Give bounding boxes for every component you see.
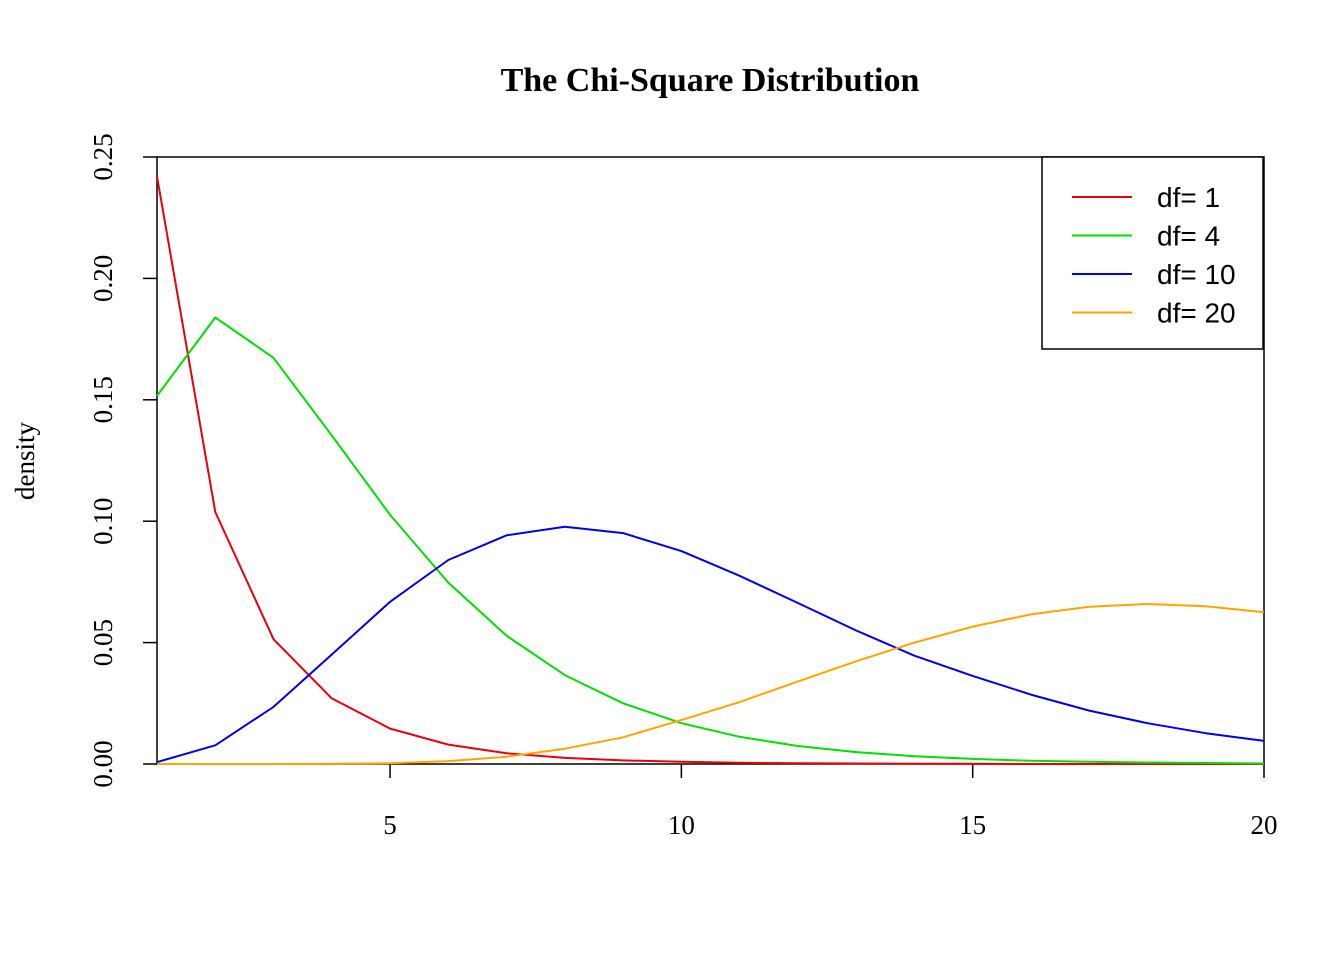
series-layer — [156, 176, 1265, 765]
y-tick-label: 0.25 — [88, 133, 118, 180]
legend-label: df= 20 — [1157, 298, 1236, 329]
y-tick-label: 0.20 — [88, 255, 118, 302]
plot-frame — [156, 156, 1265, 765]
legend: df= 1 df= 4 df= 10 df= 20 — [1041, 156, 1264, 350]
series-line-df-4 — [156, 316, 1265, 765]
y-axis: 0.00 0.05 0.10 0.15 0.20 0.25 — [88, 133, 157, 788]
y-tick-label: 0.15 — [88, 376, 118, 423]
x-tick-label: 10 — [668, 810, 695, 840]
x-axis: 5 10 15 20 — [383, 764, 1278, 840]
series-line-df-20 — [157, 603, 1265, 765]
legend-label: df= 10 — [1157, 259, 1236, 290]
x-tick-label: 5 — [383, 810, 397, 840]
series-line-df-10 — [156, 525, 1265, 764]
legend-items: df= 1 df= 4 df= 10 df= 20 — [1072, 182, 1236, 329]
y-tick-label: 0.10 — [88, 498, 118, 545]
series-line-df-1 — [156, 176, 1264, 765]
x-tick-label: 20 — [1251, 810, 1278, 840]
legend-label: df= 1 — [1157, 182, 1220, 213]
y-tick-label: 0.05 — [88, 619, 118, 666]
y-tick-label: 0.00 — [88, 740, 118, 787]
legend-label: df= 4 — [1157, 221, 1220, 252]
x-tick-label: 15 — [959, 810, 986, 840]
legend-box — [1041, 156, 1264, 350]
y-axis-label: density — [10, 422, 40, 500]
chart-title: The Chi-Square Distribution — [501, 62, 920, 99]
